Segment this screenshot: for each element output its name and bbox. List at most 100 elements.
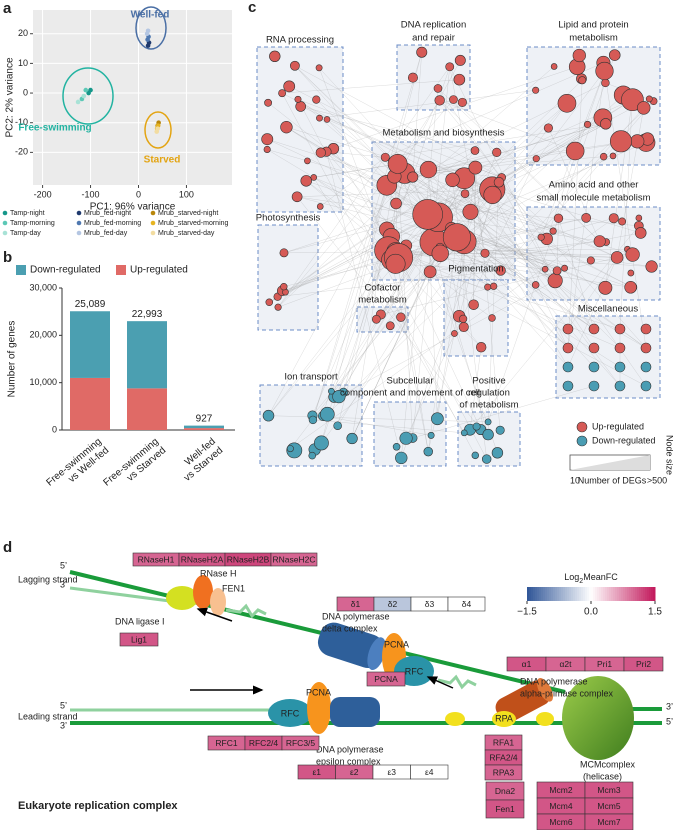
edge xyxy=(267,149,441,254)
size-legend-min: 10 xyxy=(570,475,580,485)
primer xyxy=(225,603,267,619)
edge xyxy=(492,150,576,190)
edge xyxy=(556,218,559,271)
panel-label: d xyxy=(3,539,12,556)
edge xyxy=(397,163,618,258)
edge xyxy=(351,167,476,439)
node xyxy=(286,445,294,453)
node xyxy=(640,380,652,392)
edge xyxy=(277,66,450,308)
edge xyxy=(313,177,465,433)
edge xyxy=(397,163,647,349)
legend-marker xyxy=(76,220,82,226)
node xyxy=(460,429,468,437)
edge xyxy=(397,100,440,165)
node xyxy=(458,322,469,333)
edge xyxy=(469,347,482,430)
node xyxy=(645,95,653,103)
node xyxy=(333,421,342,431)
legend-marker xyxy=(2,220,8,226)
edge xyxy=(395,263,501,271)
x-tick-label: -200 xyxy=(34,189,52,199)
node xyxy=(531,281,540,289)
dna-ligase xyxy=(166,586,198,610)
group-ellipse xyxy=(62,67,114,125)
node xyxy=(315,64,323,72)
legend-label: Down-regulated xyxy=(30,265,101,276)
node xyxy=(457,97,467,107)
point xyxy=(75,99,81,105)
colorbar-step xyxy=(577,587,580,601)
legend-swatch xyxy=(16,265,26,275)
node xyxy=(562,342,574,354)
colorbar-step xyxy=(649,587,652,601)
protein-label: RNase H xyxy=(200,568,237,578)
node xyxy=(543,123,553,133)
colorbar-tick-label: 0.0 xyxy=(584,607,598,618)
colorbar-step xyxy=(593,587,596,601)
protein-label: PCNA xyxy=(384,639,409,649)
colorbar-step xyxy=(547,587,550,601)
edge xyxy=(338,280,556,397)
edge xyxy=(385,123,606,158)
edge xyxy=(484,240,600,254)
node xyxy=(636,101,651,115)
edge xyxy=(548,127,600,242)
node xyxy=(295,101,306,112)
colorbar-step xyxy=(541,587,544,601)
edge xyxy=(267,149,554,232)
edge xyxy=(351,176,395,439)
node xyxy=(412,199,443,230)
edge xyxy=(558,218,595,330)
legend-label: Tamp-night xyxy=(10,210,45,217)
node xyxy=(601,78,610,88)
node xyxy=(445,62,455,72)
size-legend-label: Number of DEGs xyxy=(578,475,647,485)
colorbar-step xyxy=(645,587,648,601)
node xyxy=(262,409,275,422)
gene-label: Dna2 xyxy=(495,786,516,796)
edge xyxy=(463,152,497,242)
gene-label: PCNA xyxy=(374,674,398,684)
edge xyxy=(286,126,439,218)
gene-label: δ2 xyxy=(388,599,398,609)
point xyxy=(81,93,87,99)
y-axis-label: Number of genes xyxy=(7,321,18,398)
edge xyxy=(492,194,569,349)
node xyxy=(323,116,331,123)
cluster-label: Cofactor xyxy=(365,283,401,294)
edge xyxy=(567,257,618,368)
colorbar-step xyxy=(531,587,534,601)
node xyxy=(609,130,632,153)
edge xyxy=(401,182,500,458)
node xyxy=(482,428,494,441)
node xyxy=(471,451,479,460)
node xyxy=(431,244,449,263)
node xyxy=(261,133,274,146)
node xyxy=(312,95,321,104)
node xyxy=(316,203,324,210)
node xyxy=(387,154,408,174)
gene-label: Mcm4 xyxy=(549,801,572,811)
edge xyxy=(487,182,500,422)
node xyxy=(614,361,626,373)
node xyxy=(610,251,624,264)
edge xyxy=(337,237,458,426)
arrow xyxy=(426,676,454,689)
node xyxy=(395,451,408,465)
node xyxy=(627,269,635,277)
colorbar-step xyxy=(629,587,632,601)
cluster-label: small molecule metabolism xyxy=(536,193,650,204)
edge xyxy=(385,157,633,288)
gene-label: δ4 xyxy=(462,599,472,609)
edge xyxy=(412,123,606,178)
edge xyxy=(395,251,429,452)
point xyxy=(145,28,151,34)
node xyxy=(572,48,586,63)
edge xyxy=(395,251,558,271)
edge xyxy=(451,228,631,288)
gene-label: ε2 xyxy=(350,767,359,777)
cluster-label: DNA replication xyxy=(401,20,466,31)
total-label: 25,089 xyxy=(75,299,106,310)
edge xyxy=(331,167,476,392)
